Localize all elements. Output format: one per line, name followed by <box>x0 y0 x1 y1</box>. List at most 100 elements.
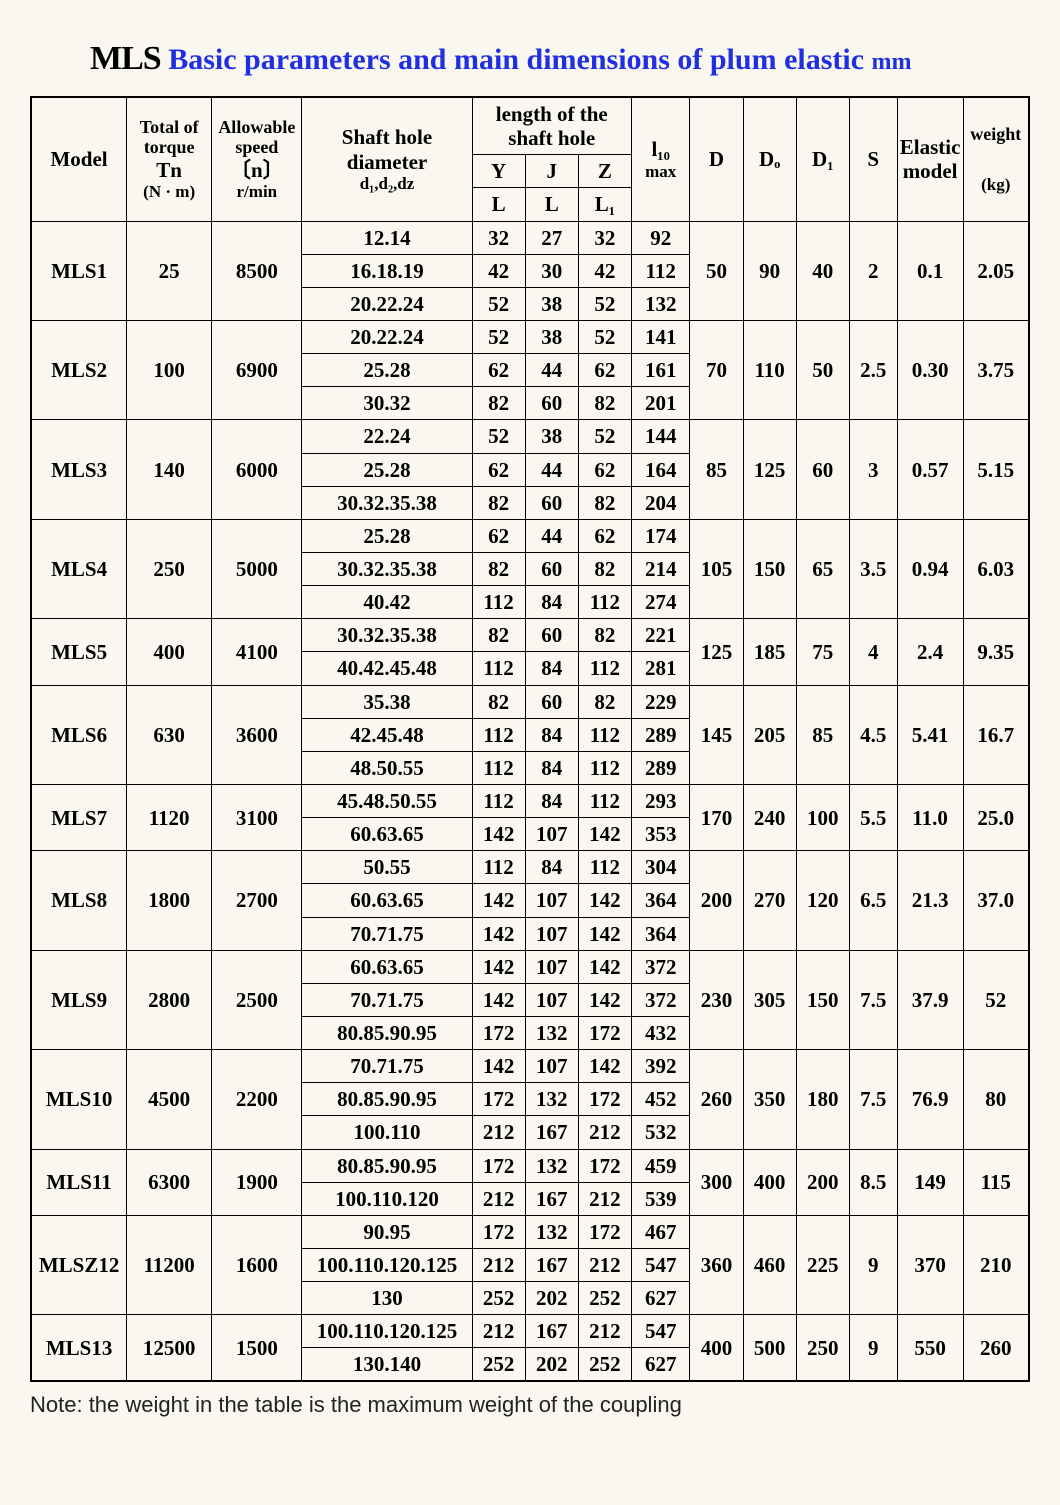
cell-JL: 84 <box>525 586 578 619</box>
cell-l10: 221 <box>631 619 689 652</box>
cell-YL: 172 <box>472 1215 525 1248</box>
cell-elastic: 2.4 <box>897 619 963 685</box>
cell-Do: 150 <box>743 519 796 618</box>
cell-S: 3 <box>849 420 897 519</box>
cell-JL: 167 <box>525 1116 578 1149</box>
cell-D: 50 <box>690 221 743 320</box>
cell-D1: 250 <box>796 1315 849 1382</box>
cell-ZL1: 212 <box>578 1248 631 1281</box>
cell-JL: 30 <box>525 254 578 287</box>
cell-speed: 3600 <box>212 685 302 784</box>
cell-D: 70 <box>690 320 743 419</box>
cell-Do: 185 <box>743 619 796 685</box>
cell-diameter: 48.50.55 <box>302 751 472 784</box>
cell-torque: 140 <box>127 420 212 519</box>
hdr-Do: Dₒ <box>743 97 796 221</box>
hdr-S: S <box>849 97 897 221</box>
cell-ZL1: 142 <box>578 950 631 983</box>
cell-diameter: 42.45.48 <box>302 718 472 751</box>
cell-ZL1: 52 <box>578 320 631 353</box>
table-row: MLS2100690020.22.2452385214170110502.50.… <box>31 320 1029 353</box>
cell-weight: 5.15 <box>963 420 1029 519</box>
cell-JL: 84 <box>525 784 578 817</box>
cell-JL: 60 <box>525 685 578 718</box>
cell-JL: 27 <box>525 221 578 254</box>
cell-YL: 252 <box>472 1282 525 1315</box>
cell-ZL1: 82 <box>578 387 631 420</box>
title-prefix: MLS <box>90 40 161 77</box>
cell-S: 9 <box>849 1315 897 1382</box>
cell-l10: 281 <box>631 652 689 685</box>
cell-D1: 50 <box>796 320 849 419</box>
cell-diameter: 30.32 <box>302 387 472 420</box>
cell-JL: 132 <box>525 1016 578 1049</box>
cell-ZL1: 62 <box>578 453 631 486</box>
cell-torque: 4500 <box>127 1050 212 1149</box>
cell-YL: 212 <box>472 1182 525 1215</box>
cell-torque: 630 <box>127 685 212 784</box>
cell-weight: 3.75 <box>963 320 1029 419</box>
cell-elastic: 370 <box>897 1215 963 1314</box>
cell-torque: 12500 <box>127 1315 212 1382</box>
cell-torque: 1120 <box>127 784 212 850</box>
cell-speed: 2500 <box>212 950 302 1049</box>
cell-ZL1: 212 <box>578 1315 631 1348</box>
cell-l10: 452 <box>631 1083 689 1116</box>
table-header: Model Total of torque Tn (N · m) Allowab… <box>31 97 1029 221</box>
spec-table: Model Total of torque Tn (N · m) Allowab… <box>30 96 1030 1382</box>
cell-D1: 75 <box>796 619 849 685</box>
cell-l10: 392 <box>631 1050 689 1083</box>
cell-diameter: 16.18.19 <box>302 254 472 287</box>
cell-ZL1: 142 <box>578 917 631 950</box>
cell-Do: 460 <box>743 1215 796 1314</box>
cell-YL: 112 <box>472 851 525 884</box>
cell-elastic: 149 <box>897 1149 963 1215</box>
cell-S: 4 <box>849 619 897 685</box>
cell-l10: 144 <box>631 420 689 453</box>
cell-ZL1: 172 <box>578 1149 631 1182</box>
cell-model: MLS6 <box>31 685 127 784</box>
cell-S: 9 <box>849 1215 897 1314</box>
cell-Do: 350 <box>743 1050 796 1149</box>
cell-speed: 1600 <box>212 1215 302 1314</box>
cell-JL: 107 <box>525 884 578 917</box>
cell-torque: 25 <box>127 221 212 320</box>
cell-YL: 32 <box>472 221 525 254</box>
cell-model: MLS1 <box>31 221 127 320</box>
cell-JL: 84 <box>525 851 578 884</box>
cell-YL: 172 <box>472 1016 525 1049</box>
cell-diameter: 130 <box>302 1282 472 1315</box>
cell-diameter: 20.22.24 <box>302 320 472 353</box>
cell-JL: 44 <box>525 354 578 387</box>
cell-torque: 11200 <box>127 1215 212 1314</box>
cell-JL: 167 <box>525 1315 578 1348</box>
cell-l10: 289 <box>631 751 689 784</box>
cell-l10: 141 <box>631 320 689 353</box>
cell-diameter: 30.32.35.38 <box>302 486 472 519</box>
cell-JL: 132 <box>525 1215 578 1248</box>
hdr-Y: Y <box>472 155 525 188</box>
cell-YL: 42 <box>472 254 525 287</box>
cell-JL: 167 <box>525 1248 578 1281</box>
cell-YL: 172 <box>472 1149 525 1182</box>
table-row: MLS81800270050.55112841123042002701206.5… <box>31 851 1029 884</box>
cell-YL: 112 <box>472 718 525 751</box>
cell-l10: 547 <box>631 1248 689 1281</box>
cell-elastic: 5.41 <box>897 685 963 784</box>
cell-YL: 62 <box>472 354 525 387</box>
hdr-L: L <box>472 188 525 221</box>
cell-JL: 38 <box>525 320 578 353</box>
cell-diameter: 90.95 <box>302 1215 472 1248</box>
cell-YL: 142 <box>472 884 525 917</box>
cell-ZL1: 82 <box>578 685 631 718</box>
title-text: Basic parameters and main dimensions of … <box>161 43 872 76</box>
table-row: MLS4250500025.28624462174105150653.50.94… <box>31 519 1029 552</box>
hdr-Z: Z <box>578 155 631 188</box>
footnote: Note: the weight in the table is the max… <box>30 1392 1030 1418</box>
cell-JL: 167 <box>525 1182 578 1215</box>
cell-ZL1: 32 <box>578 221 631 254</box>
cell-speed: 1500 <box>212 1315 302 1382</box>
hdr-D: D <box>690 97 743 221</box>
cell-D1: 60 <box>796 420 849 519</box>
cell-JL: 107 <box>525 983 578 1016</box>
